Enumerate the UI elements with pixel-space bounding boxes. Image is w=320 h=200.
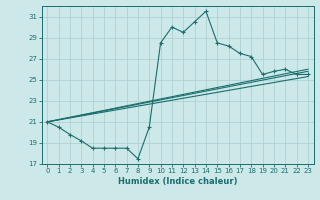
X-axis label: Humidex (Indice chaleur): Humidex (Indice chaleur) [118,177,237,186]
